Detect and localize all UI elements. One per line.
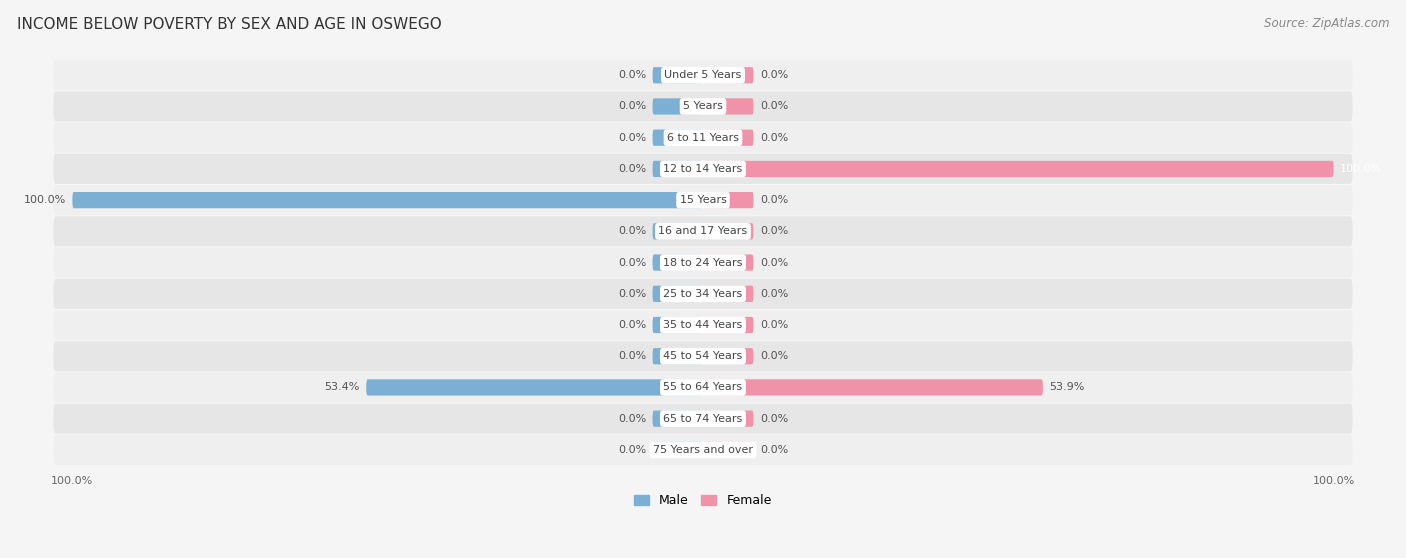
Text: 53.4%: 53.4% bbox=[325, 382, 360, 392]
Text: 0.0%: 0.0% bbox=[759, 289, 787, 299]
Text: 0.0%: 0.0% bbox=[759, 227, 787, 237]
FancyBboxPatch shape bbox=[72, 192, 703, 208]
Legend: Male, Female: Male, Female bbox=[630, 489, 776, 512]
FancyBboxPatch shape bbox=[703, 411, 754, 427]
Text: 5 Years: 5 Years bbox=[683, 102, 723, 112]
Text: 0.0%: 0.0% bbox=[619, 227, 647, 237]
FancyBboxPatch shape bbox=[652, 348, 703, 364]
Text: 0.0%: 0.0% bbox=[619, 445, 647, 455]
Text: 0.0%: 0.0% bbox=[619, 133, 647, 143]
Text: 53.9%: 53.9% bbox=[1049, 382, 1084, 392]
Text: 0.0%: 0.0% bbox=[619, 164, 647, 174]
Text: 0.0%: 0.0% bbox=[619, 289, 647, 299]
FancyBboxPatch shape bbox=[652, 286, 703, 302]
Text: 0.0%: 0.0% bbox=[619, 258, 647, 268]
FancyBboxPatch shape bbox=[703, 161, 1334, 177]
Text: 0.0%: 0.0% bbox=[759, 133, 787, 143]
FancyBboxPatch shape bbox=[53, 372, 1353, 402]
FancyBboxPatch shape bbox=[53, 60, 1353, 90]
FancyBboxPatch shape bbox=[703, 379, 1043, 396]
Text: 100.0%: 100.0% bbox=[24, 195, 66, 205]
FancyBboxPatch shape bbox=[703, 67, 754, 83]
FancyBboxPatch shape bbox=[652, 442, 703, 458]
Text: 75 Years and over: 75 Years and over bbox=[652, 445, 754, 455]
Text: 0.0%: 0.0% bbox=[619, 320, 647, 330]
Text: 16 and 17 Years: 16 and 17 Years bbox=[658, 227, 748, 237]
Text: Source: ZipAtlas.com: Source: ZipAtlas.com bbox=[1264, 17, 1389, 30]
Text: 0.0%: 0.0% bbox=[619, 102, 647, 112]
FancyBboxPatch shape bbox=[53, 403, 1353, 434]
FancyBboxPatch shape bbox=[53, 123, 1353, 153]
FancyBboxPatch shape bbox=[652, 411, 703, 427]
Text: 0.0%: 0.0% bbox=[759, 413, 787, 424]
Text: 0.0%: 0.0% bbox=[759, 351, 787, 361]
Text: 6 to 11 Years: 6 to 11 Years bbox=[666, 133, 740, 143]
Text: 0.0%: 0.0% bbox=[759, 445, 787, 455]
Text: 100.0%: 100.0% bbox=[1340, 164, 1382, 174]
Text: 12 to 14 Years: 12 to 14 Years bbox=[664, 164, 742, 174]
FancyBboxPatch shape bbox=[703, 129, 754, 146]
FancyBboxPatch shape bbox=[703, 442, 754, 458]
FancyBboxPatch shape bbox=[53, 310, 1353, 340]
Text: 35 to 44 Years: 35 to 44 Years bbox=[664, 320, 742, 330]
FancyBboxPatch shape bbox=[703, 254, 754, 271]
FancyBboxPatch shape bbox=[53, 248, 1353, 277]
Text: 18 to 24 Years: 18 to 24 Years bbox=[664, 258, 742, 268]
FancyBboxPatch shape bbox=[652, 98, 703, 114]
Text: 0.0%: 0.0% bbox=[759, 102, 787, 112]
FancyBboxPatch shape bbox=[53, 435, 1353, 465]
Text: 25 to 34 Years: 25 to 34 Years bbox=[664, 289, 742, 299]
Text: 55 to 64 Years: 55 to 64 Years bbox=[664, 382, 742, 392]
Text: 45 to 54 Years: 45 to 54 Years bbox=[664, 351, 742, 361]
FancyBboxPatch shape bbox=[703, 98, 754, 114]
Text: 0.0%: 0.0% bbox=[759, 258, 787, 268]
FancyBboxPatch shape bbox=[703, 223, 754, 239]
Text: Under 5 Years: Under 5 Years bbox=[665, 70, 741, 80]
FancyBboxPatch shape bbox=[652, 161, 703, 177]
FancyBboxPatch shape bbox=[366, 379, 703, 396]
Text: 0.0%: 0.0% bbox=[759, 195, 787, 205]
FancyBboxPatch shape bbox=[703, 286, 754, 302]
Text: 0.0%: 0.0% bbox=[619, 413, 647, 424]
FancyBboxPatch shape bbox=[652, 254, 703, 271]
FancyBboxPatch shape bbox=[652, 129, 703, 146]
FancyBboxPatch shape bbox=[53, 185, 1353, 215]
FancyBboxPatch shape bbox=[53, 341, 1353, 371]
FancyBboxPatch shape bbox=[703, 348, 754, 364]
Text: 0.0%: 0.0% bbox=[759, 70, 787, 80]
FancyBboxPatch shape bbox=[53, 154, 1353, 184]
Text: INCOME BELOW POVERTY BY SEX AND AGE IN OSWEGO: INCOME BELOW POVERTY BY SEX AND AGE IN O… bbox=[17, 17, 441, 32]
FancyBboxPatch shape bbox=[652, 67, 703, 83]
FancyBboxPatch shape bbox=[53, 279, 1353, 309]
FancyBboxPatch shape bbox=[703, 317, 754, 333]
FancyBboxPatch shape bbox=[53, 217, 1353, 246]
FancyBboxPatch shape bbox=[53, 92, 1353, 122]
FancyBboxPatch shape bbox=[703, 192, 754, 208]
FancyBboxPatch shape bbox=[652, 317, 703, 333]
Text: 0.0%: 0.0% bbox=[759, 320, 787, 330]
FancyBboxPatch shape bbox=[652, 223, 703, 239]
Text: 0.0%: 0.0% bbox=[619, 70, 647, 80]
Text: 15 Years: 15 Years bbox=[679, 195, 727, 205]
Text: 0.0%: 0.0% bbox=[619, 351, 647, 361]
Text: 65 to 74 Years: 65 to 74 Years bbox=[664, 413, 742, 424]
